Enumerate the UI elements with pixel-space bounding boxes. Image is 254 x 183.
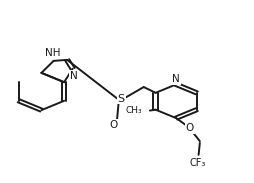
Text: NH: NH bbox=[45, 48, 61, 58]
Text: CF₃: CF₃ bbox=[188, 158, 205, 168]
Text: N: N bbox=[69, 71, 77, 81]
Text: CH₃: CH₃ bbox=[125, 106, 141, 115]
Text: N: N bbox=[172, 74, 179, 84]
Text: O: O bbox=[185, 123, 193, 133]
Text: S: S bbox=[117, 94, 124, 104]
Text: O: O bbox=[109, 120, 117, 130]
